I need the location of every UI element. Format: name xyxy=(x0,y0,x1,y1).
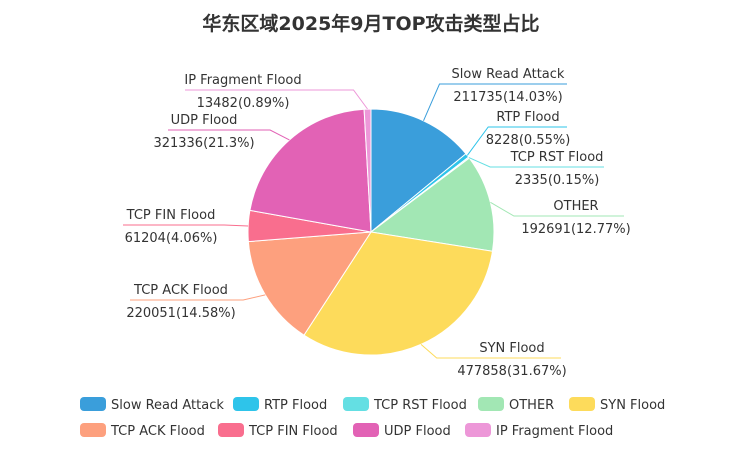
slice-label-value: 477858(31.67%) xyxy=(457,364,566,379)
leader-line-rtp-flood xyxy=(466,126,567,156)
slice-ip-fragment-flood xyxy=(363,108,372,233)
leader-line-tcp-rst-flood xyxy=(468,157,604,168)
leader-line-ip-fragment-flood xyxy=(185,89,368,110)
slice-label-value: 211735(14.03%) xyxy=(453,90,562,105)
legend-item-tcp-fin-flood[interactable]: TCP FIN Flood xyxy=(218,423,338,439)
legend: Slow Read Attack RTP Flood TCP RST Flood OT… xyxy=(80,397,665,439)
legend-label: RTP Flood xyxy=(264,398,327,413)
slice-label-name: RTP Flood xyxy=(496,110,559,125)
chart-title: 华东区域2025年9月TOP攻击类型占比 xyxy=(202,12,539,35)
legend-swatch xyxy=(465,423,491,437)
slice-other xyxy=(369,157,495,252)
legend-item-tcp-ack-flood[interactable]: TCP ACK Flood xyxy=(80,423,205,439)
legend-label: OTHER xyxy=(509,398,554,413)
legend-label: TCP RST Flood xyxy=(373,398,467,413)
legend-label: UDP Flood xyxy=(384,424,451,439)
legend-item-other[interactable]: OTHER xyxy=(478,397,554,413)
legend-item-syn-flood[interactable]: SYN Flood xyxy=(569,397,665,413)
slice-label-value: 321336(21.3%) xyxy=(153,136,254,151)
leader-line-slow-read-attack xyxy=(423,83,567,121)
legend-item-ip-fragment-flood[interactable]: IP Fragment Flood xyxy=(465,423,613,439)
legend-item-tcp-rst-flood[interactable]: TCP RST Flood xyxy=(343,397,467,413)
slice-label-name: UDP Flood xyxy=(171,113,238,128)
pie-slices xyxy=(247,108,495,356)
slice-label-value: 8228(0.55%) xyxy=(486,133,571,148)
slice-label-value: 192691(12.77%) xyxy=(521,222,630,237)
legend-label: SYN Flood xyxy=(600,398,665,413)
legend-swatch xyxy=(233,397,259,411)
slice-label-value: 220051(14.58%) xyxy=(126,306,235,321)
slice-label-name: TCP FIN Flood xyxy=(126,208,216,223)
legend-label: TCP FIN Flood xyxy=(248,424,338,439)
legend-item-slow-read-attack[interactable]: Slow Read Attack xyxy=(80,397,224,413)
leader-line-tcp-fin-flood xyxy=(123,224,249,227)
leader-line-syn-flood xyxy=(420,344,561,359)
slice-tcp-ack-flood xyxy=(247,231,372,336)
slice-udp-flood xyxy=(249,108,372,233)
slice-label-name: TCP RST Flood xyxy=(510,150,604,165)
legend-swatch xyxy=(353,423,379,437)
leader-line-tcp-ack-flood xyxy=(130,294,266,301)
slice-label-value: 2335(0.15%) xyxy=(515,173,600,188)
slice-label-name: SYN Flood xyxy=(479,341,544,356)
legend-swatch xyxy=(80,423,106,437)
slice-label-name: Slow Read Attack xyxy=(452,67,565,82)
legend-label: TCP ACK Flood xyxy=(110,424,205,439)
leader-line-other xyxy=(490,201,624,217)
legend-swatch xyxy=(569,397,595,411)
legend-swatch xyxy=(478,397,504,411)
slice-labels: Slow Read Attack 211735(14.03%) RTP Flood 8… xyxy=(123,67,631,379)
slice-label-value: 13482(0.89%) xyxy=(197,96,290,111)
slice-label-name: IP Fragment Flood xyxy=(184,73,301,88)
legend-swatch xyxy=(343,397,369,411)
slice-label-value: 61204(4.06%) xyxy=(125,231,218,246)
leader-line-udp-flood xyxy=(168,129,290,141)
slice-label-name: TCP ACK Flood xyxy=(133,283,228,298)
legend-label: Slow Read Attack xyxy=(111,398,224,413)
legend-item-udp-flood[interactable]: UDP Flood xyxy=(353,423,451,439)
legend-swatch xyxy=(218,423,244,437)
slice-label-name: OTHER xyxy=(553,199,598,214)
legend-item-rtp-flood[interactable]: RTP Flood xyxy=(233,397,327,413)
legend-label: IP Fragment Flood xyxy=(496,424,613,439)
legend-swatch xyxy=(80,397,106,411)
